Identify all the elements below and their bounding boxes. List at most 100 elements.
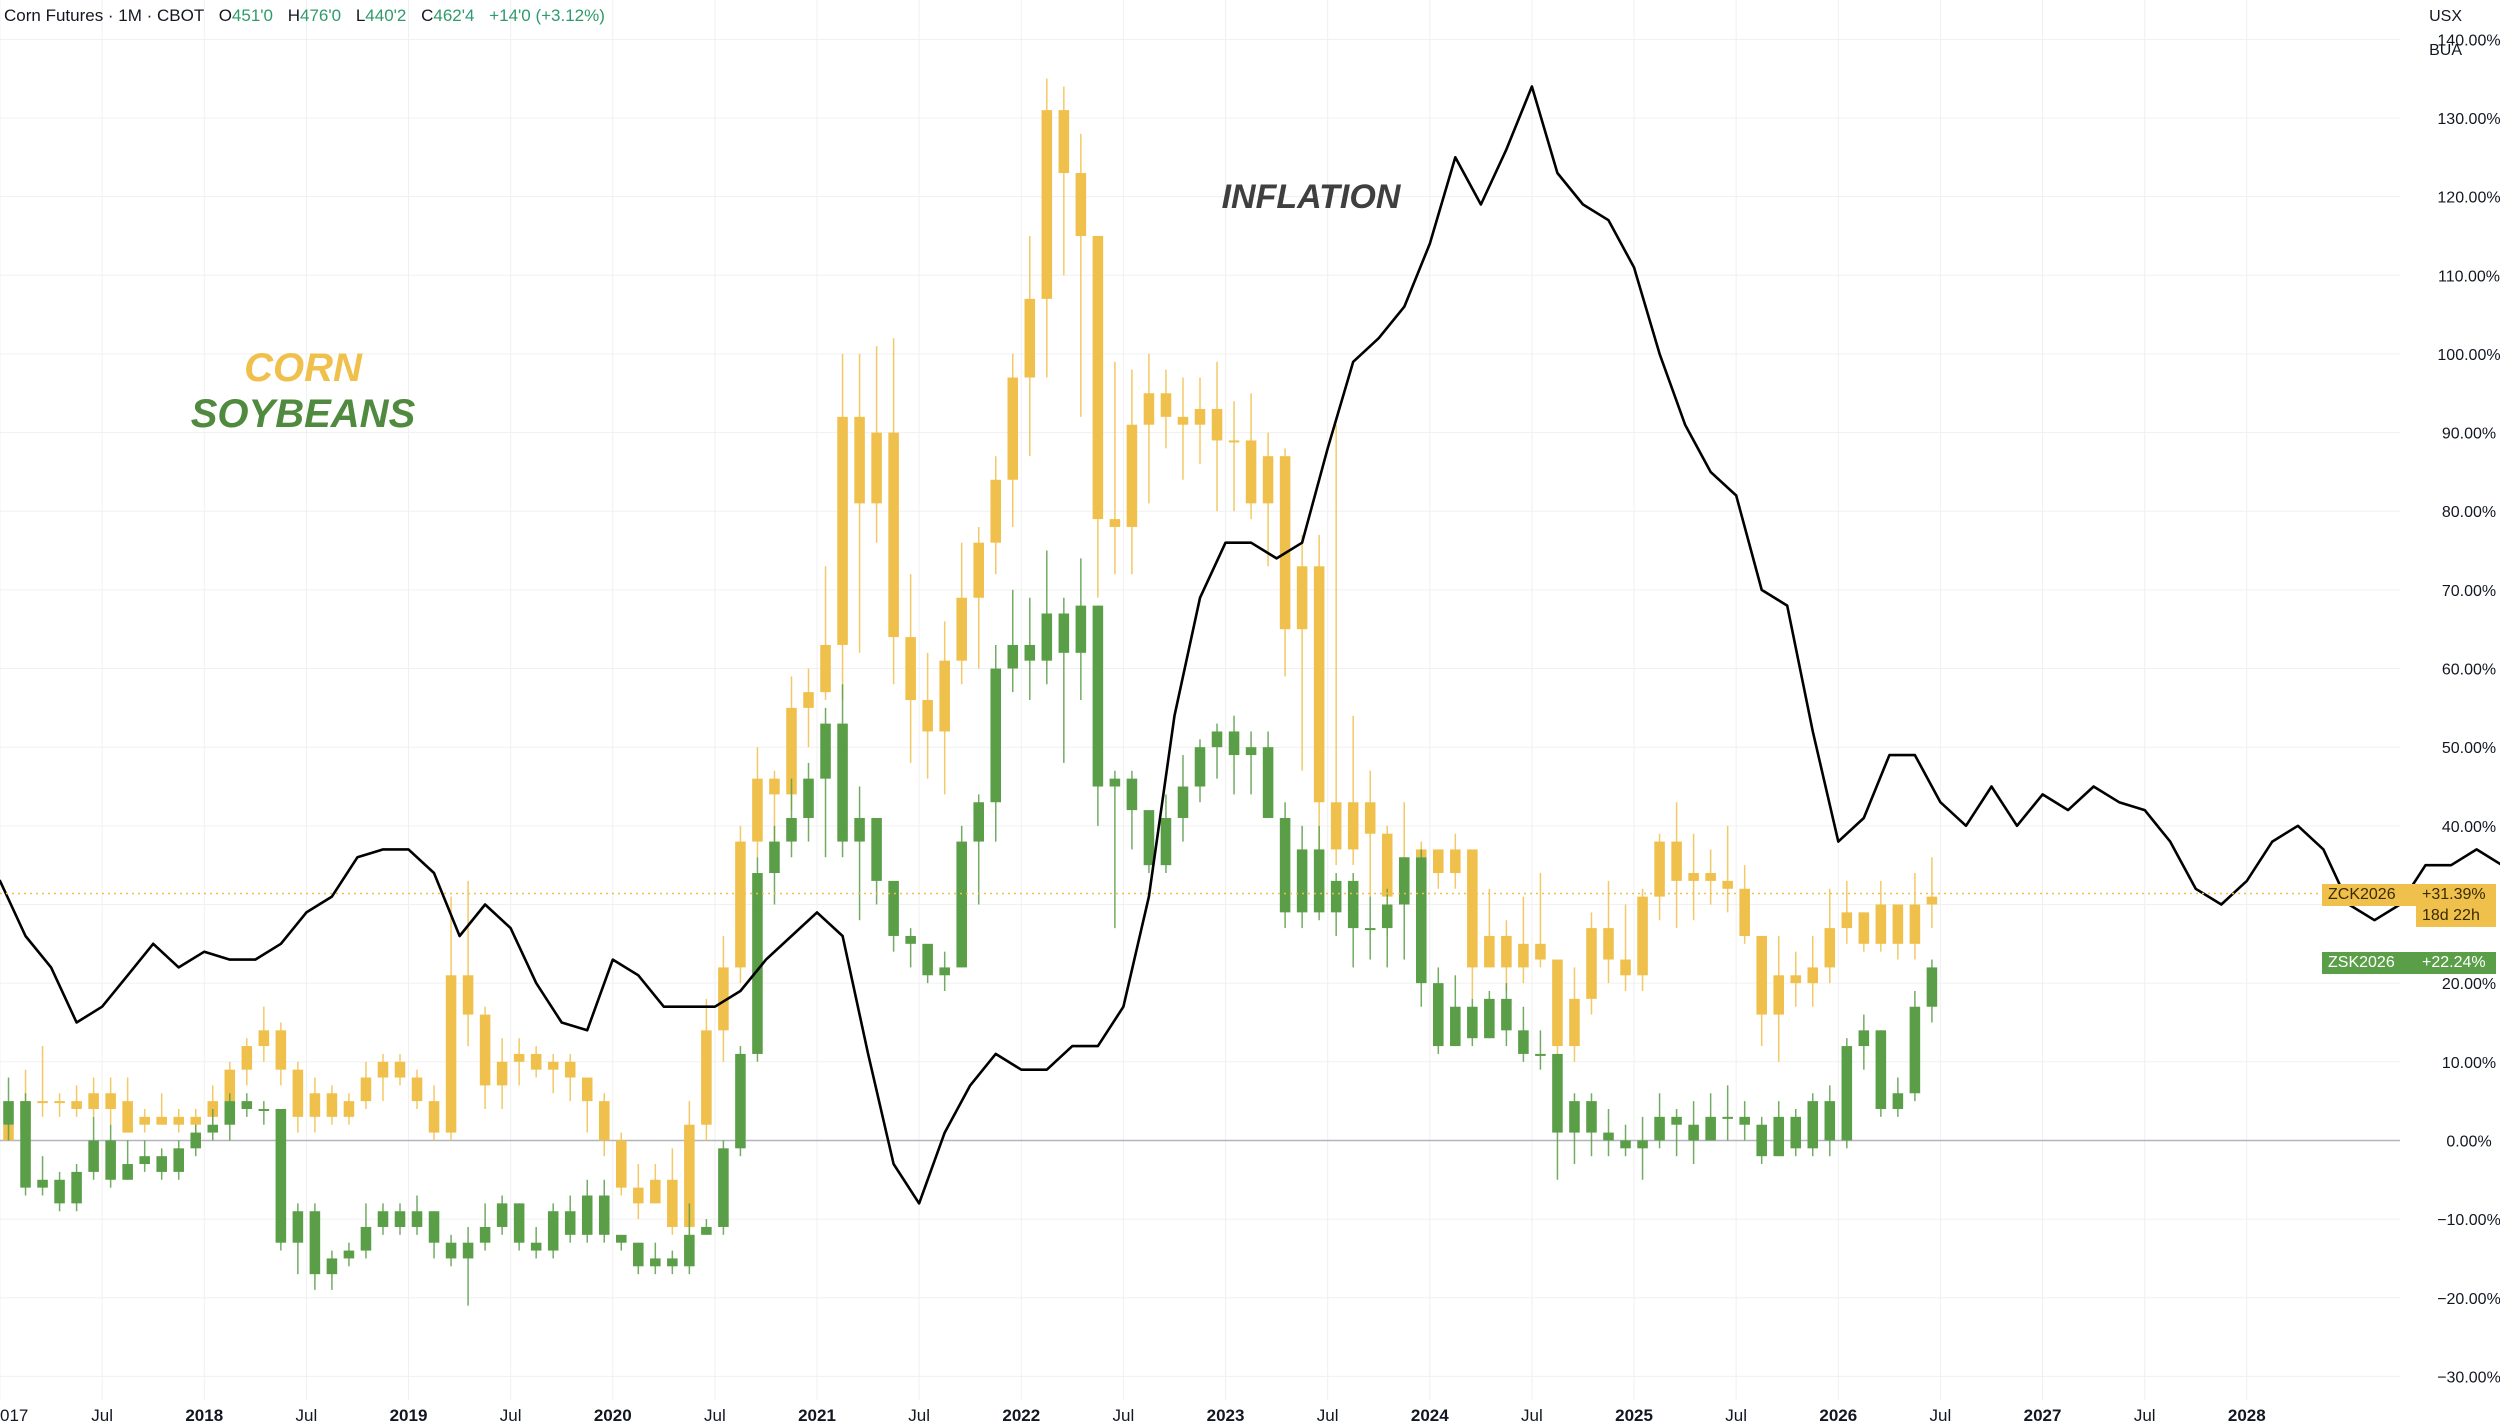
soybean-candle [1688, 1124, 1699, 1141]
corn-candle [1841, 912, 1853, 929]
corn-candle [54, 1101, 65, 1104]
soybean-candle [156, 1156, 167, 1172]
soybean-candle [88, 1140, 99, 1172]
corn-candle [820, 644, 831, 693]
corn-candle [139, 1116, 150, 1125]
soybean-candle [54, 1179, 65, 1204]
x-tick-label: 2021 [798, 1406, 836, 1424]
x-axis: 017 Jul 2018 Jul 2019 Jul 2020 Jul 2021 Jul 2022 Ju… [0, 1406, 2266, 1424]
soybean-candle [1433, 983, 1444, 1047]
corn-candle [786, 707, 797, 795]
soybean-candle [1841, 1046, 1853, 1141]
x-tick-label: 2022 [1002, 1406, 1040, 1424]
soybean-candle [786, 817, 797, 842]
soybean-candle [479, 1226, 491, 1243]
soybean-candles [3, 550, 1938, 1306]
corn-candle [1177, 416, 1189, 425]
y-tick-label: 100.00% [2437, 347, 2500, 364]
y-tick-label: 60.00% [2442, 662, 2496, 679]
corn-candle [173, 1116, 184, 1125]
soybean-candle [1364, 928, 1376, 931]
corn-candle [939, 660, 950, 732]
corn-candle [598, 1101, 610, 1141]
corn-candle [1364, 802, 1376, 834]
soybean-candle [1279, 817, 1291, 913]
soybean-candle [667, 1258, 678, 1267]
corn-candle [513, 1053, 525, 1062]
y-tick-label: 10.00% [2442, 1055, 2496, 1072]
quantity-unit[interactable]: BUA [2429, 42, 2462, 59]
close-label: C [421, 6, 434, 25]
open-value: 451'0 [231, 6, 273, 25]
soybean-candle [684, 1234, 695, 1267]
corn-candle [1160, 393, 1172, 417]
soybean-candle [513, 1203, 525, 1243]
corn-candle [1433, 849, 1444, 874]
inflation-label: INFLATION [1222, 178, 1402, 216]
soybean-candle [888, 880, 899, 936]
soybean-candle [1654, 1116, 1665, 1141]
corn-candle [1296, 566, 1308, 630]
corn-candle [667, 1179, 678, 1227]
y-tick-label: 50.00% [2442, 740, 2496, 757]
soybean-candle [1467, 1006, 1478, 1039]
high-value: 476'0 [300, 6, 342, 25]
soybean-candle [718, 1148, 729, 1227]
corn-candle [1024, 298, 1036, 378]
corn-symbol-tag[interactable]: ZCK2026 [2322, 884, 2416, 906]
soybean-candle [1637, 1140, 1648, 1149]
corn-candle [633, 1187, 644, 1204]
corn-candle [411, 1077, 423, 1102]
soybean-candle [275, 1108, 287, 1243]
soybean-value-tag[interactable]: +22.24% [2416, 952, 2496, 974]
soybean-candle [1722, 1116, 1733, 1119]
soybean-candle [581, 1195, 593, 1235]
corn-candle [190, 1116, 202, 1125]
soybean-candle [224, 1101, 236, 1125]
corn-candle [1279, 456, 1291, 630]
soybean-candle [1552, 1053, 1563, 1133]
soybean-candle [905, 935, 916, 944]
soybean-candle [122, 1164, 133, 1180]
x-tick-label: Jul [1113, 1406, 1135, 1424]
corn-candle [769, 778, 780, 795]
soybean-candle [105, 1140, 116, 1180]
corn-candle [547, 1061, 559, 1070]
corn-candle [1858, 912, 1870, 944]
soybean-candle [1450, 1006, 1461, 1047]
soybean-candle [139, 1156, 150, 1165]
corn-candle [1790, 975, 1802, 984]
corn-candle [922, 700, 933, 732]
y-tick-label: −20.00% [2437, 1291, 2500, 1308]
soybean-candle [1416, 857, 1427, 984]
soybean-candle [394, 1211, 406, 1227]
corn-candle [1381, 833, 1393, 897]
y-tick-label: 40.00% [2442, 819, 2496, 836]
corn-candle [1620, 959, 1631, 976]
soybean-candle [1245, 747, 1257, 756]
corn-candle [1756, 935, 1767, 1015]
soybean-candle [1143, 810, 1155, 866]
corn-candle [1637, 896, 1648, 976]
corn-value-tag[interactable]: +31.39% [2416, 884, 2496, 906]
corn-candle [735, 841, 746, 968]
x-tick-label: 2020 [594, 1406, 632, 1424]
soybean-candle [1211, 731, 1223, 748]
soybean-candle [1518, 1030, 1529, 1054]
soybean-candle [1228, 731, 1240, 756]
soybean-candle [1194, 747, 1206, 787]
corn-candle [394, 1061, 406, 1078]
corn-candle [1875, 904, 1887, 944]
corn-candle [1773, 975, 1784, 1015]
soybean-candle [258, 1108, 270, 1111]
symbol-title[interactable]: Corn Futures · 1M · CBOT [4, 6, 204, 25]
soybean-symbol-tag[interactable]: ZSK2026 [2322, 952, 2416, 974]
corn-candle [1807, 967, 1819, 984]
soybean-candle [939, 967, 950, 976]
corn-candle [752, 778, 763, 842]
corn-candle [105, 1093, 116, 1109]
soybean-candle [837, 723, 848, 842]
currency-unit[interactable]: USX [2429, 8, 2462, 25]
corn-candle [1126, 424, 1138, 527]
